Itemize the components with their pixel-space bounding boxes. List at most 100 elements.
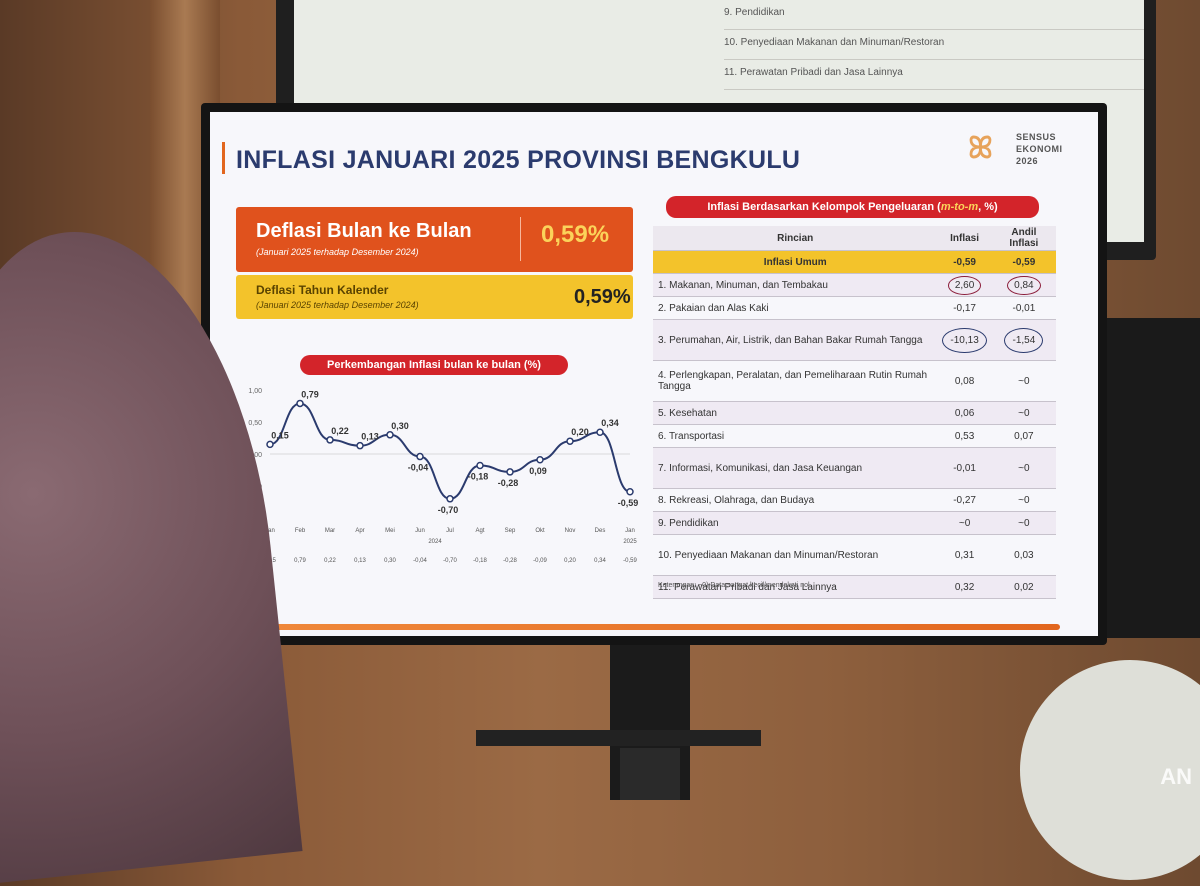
col-rincian: Rincian <box>653 226 938 251</box>
logo-mark-icon: ꕤ <box>968 132 993 165</box>
x-tick-label: Sep <box>505 528 516 534</box>
row-label: 3. Perumahan, Air, Listrik, dan Bahan Ba… <box>653 319 938 361</box>
data-point <box>296 399 304 408</box>
table-value: 0,30 <box>384 558 396 564</box>
y-tick-label: 0,50 <box>248 420 262 427</box>
row-label: 1. Makanan, Minuman, dan Tembakau <box>653 273 938 297</box>
data-point <box>416 452 424 461</box>
y-tick-label: 1,00 <box>248 388 262 395</box>
back-row: 9. Pendidikan <box>724 7 1144 30</box>
data-label: -0,28 <box>498 478 519 488</box>
data-label: -0,18 <box>468 472 489 482</box>
data-label: 0,30 <box>391 421 409 431</box>
table-value: -0,04 <box>413 558 427 564</box>
table-value: 0,79 <box>294 558 306 564</box>
watermark: AN <box>1160 764 1192 789</box>
x-tick-label: Apr <box>355 528 364 534</box>
title-accent <box>222 142 225 174</box>
row-inflasi: -0,59 <box>937 250 992 274</box>
data-point <box>386 431 394 439</box>
table-value: 0,22 <box>324 558 336 564</box>
table-value: -0,70 <box>443 558 457 564</box>
logo-text: EKONOMI <box>1016 144 1063 154</box>
x-tick-label: Nov <box>565 528 576 534</box>
table-row: 3. Perumahan, Air, Listrik, dan Bahan Ba… <box>653 319 1056 361</box>
table-row-general: Inflasi Umum -0,59 -0,59 <box>653 250 1056 274</box>
table-row: 6. Transportasi 0,53 0,07 <box>653 424 1056 448</box>
inflation-line-chart: 1,000,500,00-0,50-1,000,15Jan0,150,79Feb… <box>232 388 639 564</box>
card-subtitle: (Januari 2025 terhadap Desember 2024) <box>256 300 419 310</box>
row-label: 9. Pendidikan <box>653 511 938 535</box>
row-label: 8. Rekreasi, Olahraga, dan Budaya <box>653 488 938 512</box>
data-point <box>506 468 514 476</box>
table-value: -0,18 <box>473 558 487 564</box>
x-tick-label: Jan <box>625 528 635 534</box>
x-tick-label: Mei <box>385 528 395 534</box>
x-tick-label: Jul <box>446 528 454 534</box>
row-label: 5. Kesehatan <box>653 401 938 425</box>
row-andil: -1,54 <box>991 319 1056 361</box>
data-label: -0,04 <box>408 463 429 473</box>
table-row: 2. Pakaian dan Alas Kaki -0,17 -0,01 <box>653 296 1056 320</box>
table-header-row: Rincian Inflasi Andil Inflasi <box>653 226 1056 251</box>
table-title: Inflasi Berdasarkan Kelompok Pengeluaran… <box>666 196 1039 218</box>
row-label: 4. Perlengkapan, Peralatan, dan Pemeliha… <box>653 360 938 402</box>
year-label: 2025 <box>623 539 637 545</box>
data-label: -0,59 <box>618 498 639 508</box>
table-row: 1. Makanan, Minuman, dan Tembakau 2,60 0,8… <box>653 273 1056 297</box>
row-inflasi: 0,32 <box>937 575 992 599</box>
card-value: 0,59% <box>574 286 631 308</box>
row-inflasi: 0,53 <box>937 424 992 448</box>
row-label: 6. Transportasi <box>653 424 938 448</box>
data-point <box>446 495 454 503</box>
row-inflasi: 0,06 <box>937 401 992 425</box>
row-inflasi: 2,60 <box>937 273 992 297</box>
card-divider <box>520 217 521 261</box>
data-point <box>476 461 484 470</box>
row-label: Inflasi Umum <box>653 250 938 274</box>
logo-text: SENSUS <box>1016 132 1057 142</box>
card-heading: Deflasi Bulan ke Bulan <box>256 220 472 242</box>
row-andil: -0,59 <box>991 250 1056 274</box>
tv-base <box>620 748 680 800</box>
row-inflasi: 0,08 <box>937 360 992 402</box>
table-value: 0,13 <box>354 558 366 564</box>
table-note: Keterangan: ~0) Data sangat kecil/mendek… <box>658 582 810 589</box>
series-line <box>269 402 631 500</box>
row-inflasi: -10,13 <box>937 319 992 361</box>
row-andil: ~0 <box>991 511 1056 535</box>
row-andil: 0,84 <box>991 273 1056 297</box>
row-inflasi: ~0 <box>937 511 992 535</box>
x-tick-label: Jan <box>265 528 275 534</box>
table-row: 5. Kesehatan 0,06 ~0 <box>653 401 1056 425</box>
data-label: 0,79 <box>301 389 319 399</box>
x-tick-label: Okt <box>535 528 545 534</box>
year-label: 2024 <box>428 539 442 545</box>
data-label: 0,34 <box>601 418 619 428</box>
row-label: 10. Penyediaan Makanan dan Minuman/Resto… <box>653 534 938 576</box>
data-point <box>566 437 574 445</box>
row-andil: ~0 <box>991 488 1056 512</box>
x-tick-label: Jun <box>415 528 425 534</box>
data-label: 0,13 <box>361 432 379 442</box>
row-andil: 0,03 <box>991 534 1056 576</box>
row-label: 2. Pakaian dan Alas Kaki <box>653 296 938 320</box>
row-andil: 0,02 <box>991 575 1056 599</box>
table-value: -0,28 <box>503 558 517 564</box>
y-tick-label: 0,00 <box>248 452 262 459</box>
data-label: 0,15 <box>271 430 289 440</box>
row-andil: ~0 <box>991 401 1056 425</box>
x-tick-label: Feb <box>295 528 306 534</box>
table-value: -0,09 <box>533 558 547 564</box>
back-row: 10. Penyediaan Makanan dan Minuman/Resto… <box>724 37 1144 60</box>
slide-bottom-bar <box>218 624 1060 630</box>
table-row: 9. Pendidikan ~0 ~0 <box>653 511 1056 535</box>
sensus-logo: ꕤ SENSUS EKONOMI 2026 <box>968 128 1078 178</box>
tv-bracket <box>476 730 761 746</box>
row-label: 11. Perawatan Pribadi dan Jasa Lainnya <box>653 575 938 599</box>
data-point <box>596 428 604 436</box>
card-heading: Deflasi Tahun Kalender <box>256 283 389 297</box>
row-inflasi: -0,17 <box>937 296 992 320</box>
row-label: 7. Informasi, Komunikasi, dan Jasa Keuan… <box>653 447 938 489</box>
data-point <box>356 441 364 450</box>
